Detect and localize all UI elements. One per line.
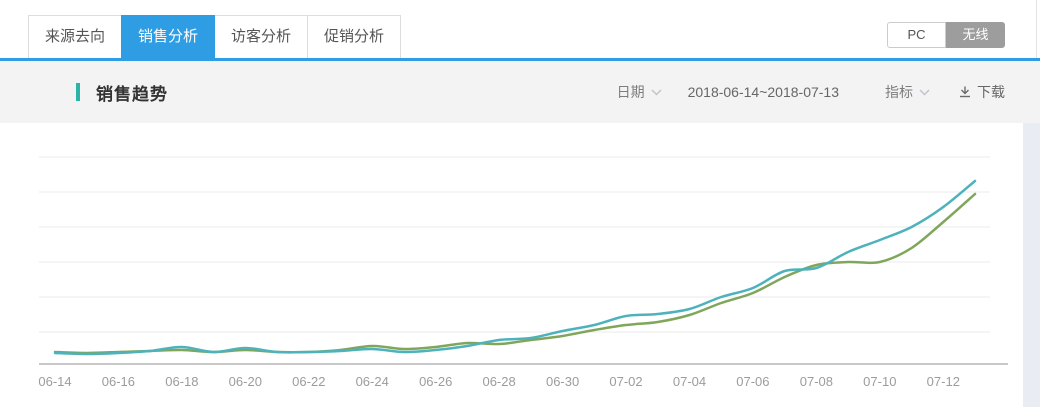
right-edge-divider [1036, 0, 1037, 58]
pc-toggle-button[interactable]: PC [887, 22, 946, 48]
svg-text:07-04: 07-04 [673, 374, 706, 389]
chart-area: 06-14 06-16 06-18 06-20 06-22 06-24 06-26 06-28… [0, 123, 1040, 407]
tab-source-destination[interactable]: 来源去向 [28, 15, 123, 58]
svg-text:07-08: 07-08 [800, 374, 833, 389]
download-icon [958, 85, 972, 99]
wireless-toggle-button[interactable]: 无线 [946, 22, 1005, 48]
svg-text:06-26: 06-26 [419, 374, 452, 389]
device-toggle: PC 无线 [887, 22, 1005, 48]
chevron-down-icon [919, 88, 930, 96]
metric-dropdown-label: 指标 [885, 84, 913, 100]
svg-text:06-28: 06-28 [482, 374, 515, 389]
tab-bar: 来源去向 销售分析 访客分析 促销分析 PC 无线 [0, 0, 1040, 58]
svg-text:07-10: 07-10 [863, 374, 896, 389]
tab-sales-analysis[interactable]: 销售分析 [121, 15, 216, 58]
section-header: 销售趋势 日期 2018-06-14~2018-07-13 指标 下载 [0, 61, 1040, 123]
date-range-value[interactable]: 2018-06-14~2018-07-13 [687, 84, 839, 100]
svg-text:07-06: 07-06 [736, 374, 769, 389]
svg-text:06-22: 06-22 [292, 374, 325, 389]
svg-text:06-20: 06-20 [229, 374, 262, 389]
sales-trend-line-chart[interactable]: 06-14 06-16 06-18 06-20 06-22 06-24 06-26 06-28… [0, 123, 1040, 407]
date-dropdown-label: 日期 [616, 84, 645, 100]
download-label: 下载 [977, 84, 1005, 100]
date-dropdown[interactable]: 日期 [617, 82, 662, 102]
svg-text:06-18: 06-18 [165, 374, 198, 389]
metric-dropdown[interactable]: 指标 [885, 82, 930, 102]
download-button[interactable]: 下载 [958, 82, 1005, 102]
title-accent-bar [76, 83, 80, 101]
analysis-tabs: 来源去向 销售分析 访客分析 促销分析 [28, 15, 402, 58]
scrollbar-track[interactable] [1023, 123, 1040, 407]
tab-promotion-analysis[interactable]: 促销分析 [307, 15, 402, 58]
svg-text:07-12: 07-12 [927, 374, 960, 389]
svg-text:06-30: 06-30 [546, 374, 579, 389]
chevron-down-icon [651, 88, 662, 96]
chart-toolbar: 日期 2018-06-14~2018-07-13 指标 下载 [617, 82, 1005, 102]
tab-visitor-analysis[interactable]: 访客分析 [214, 15, 309, 58]
active-tab-underline [0, 58, 1040, 61]
svg-text:06-14: 06-14 [38, 374, 71, 389]
svg-text:07-02: 07-02 [609, 374, 642, 389]
section-title-wrap: 销售趋势 [76, 80, 168, 105]
svg-text:06-16: 06-16 [102, 374, 135, 389]
svg-text:06-24: 06-24 [356, 374, 389, 389]
page-title: 销售趋势 [96, 84, 168, 104]
